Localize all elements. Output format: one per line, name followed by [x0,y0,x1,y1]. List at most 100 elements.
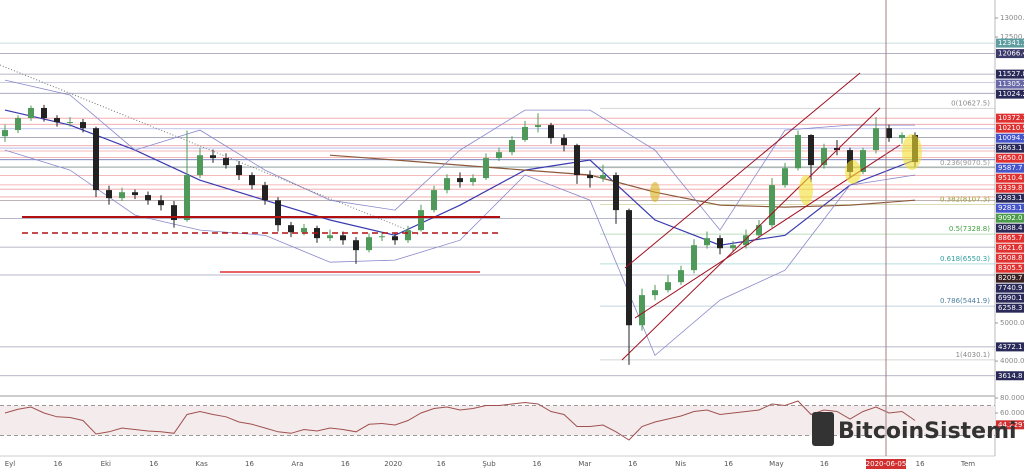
y-tick-label: 12500.0 [1000,33,1024,41]
level-label: 11305.2 [996,79,1024,89]
candle-body [535,125,541,128]
channel-line [621,107,881,361]
candle-body [691,245,697,271]
candle-body [483,158,489,179]
candle-body [184,175,190,221]
level-label: 9339.8 [996,183,1024,193]
overlay-line [4,109,916,246]
highlight [650,182,660,202]
x-tick-label: 16 [532,460,541,468]
level-label-text: 6990.1 [998,294,1023,302]
fib-label: 0.5(7328.8) [949,225,990,233]
candle-body [769,185,775,226]
level-label: 9650.0 [996,153,1024,163]
candle-body [41,107,47,119]
level-label-bg [996,38,1024,48]
candle-body [496,152,502,159]
fib-label: 0.382(8107.3) [940,196,990,204]
candle-body [639,295,645,326]
candle-body [782,168,788,186]
candle-body [704,238,710,246]
candle-body [379,236,385,238]
x-tick-label: 16 [53,460,62,468]
level-label-text: 11527.8 [998,70,1024,78]
candle-body [548,125,554,139]
x-tick-label: 16 [341,460,350,468]
level-label: 9587.7 [996,163,1024,173]
candle-body [275,200,281,226]
level-label-bg [996,253,1024,263]
x-tick-label: Eyl [5,460,16,468]
level-label-bg [996,153,1024,163]
candle-body [795,135,801,169]
level-label-text: 9283.1 [998,204,1023,212]
candle-body [665,282,671,291]
candle-body [873,128,879,151]
highlight [845,160,861,184]
level-label: 4372.1 [996,342,1024,352]
channel-line [624,72,861,269]
candle-body [249,175,255,186]
candle-body [392,236,398,241]
level-label-bg [996,233,1024,243]
rsi-tick-label: 80.0000 [1000,394,1024,402]
level-label-text: 9283.1 [998,194,1023,202]
candle-body [886,128,892,139]
candle-body [15,118,21,131]
level-label-text: 10372.1 [998,114,1024,122]
level-label: 9510.4 [996,173,1024,183]
level-label-text: 8209.7 [998,274,1023,282]
x-tick-label: Nis [675,460,686,468]
x-tick-label: 16 [916,460,925,468]
candle-body [509,139,515,153]
level-label: 9092.0 [996,213,1024,223]
level-label: 10094.1 [996,133,1024,143]
candle-body [756,225,762,236]
candle-body [626,210,632,326]
level-label-bg [996,133,1024,143]
rsi-line [4,400,916,441]
level-label-text: 9339.8 [998,184,1023,192]
candle-body [197,155,203,176]
level-label-bg [996,203,1024,213]
candle-body [301,228,307,233]
level-label-bg [996,263,1024,273]
rsi-current-label: 44.2297 [998,421,1024,429]
level-label-text: 9587.7 [998,164,1023,172]
candle-body [145,195,151,201]
drawings [0,0,922,456]
level-label-text: 8305.5 [998,264,1023,272]
watermark-text: BitcoinSistemi [838,419,1017,444]
crosshair-label-bg [866,459,906,469]
level-label-bg [996,283,1024,293]
watermark: BitcoinSistemi [812,412,1017,446]
candle-body [236,165,242,176]
level-label-text: 12341.1 [998,39,1024,47]
x-tick-label: 16 [820,460,829,468]
candle-body [834,147,840,151]
x-tick-label: May [769,460,783,468]
candle-body [366,237,372,251]
x-tick-label: Ara [291,460,303,468]
fib-label: 1(4030.1) [956,351,991,359]
x-tick-label: 16 [245,460,254,468]
level-label: 11527.8 [996,69,1024,79]
level-label: 8209.7 [996,273,1024,283]
level-label-text: 11024.2 [998,90,1024,98]
level-label-text: 9863.1 [998,144,1023,152]
rsi-current-bg [996,420,1024,430]
candle-body [522,127,528,140]
candle-body [444,178,450,191]
candle-body [132,192,138,196]
layers: 13000.0 12500.0 5000.0 4000.0 0(10627.5) 0.23… [0,14,1024,468]
candle-body [808,135,814,166]
candle-body [158,200,164,206]
level-label-text: 9510.4 [998,174,1023,182]
level-label-text: 10210.9 [998,124,1024,132]
candle-body [288,225,294,233]
level-label-text: 8865.7 [998,234,1023,242]
level-label-text: 11305.2 [998,80,1024,88]
x-tick-label: Tem [960,460,975,468]
